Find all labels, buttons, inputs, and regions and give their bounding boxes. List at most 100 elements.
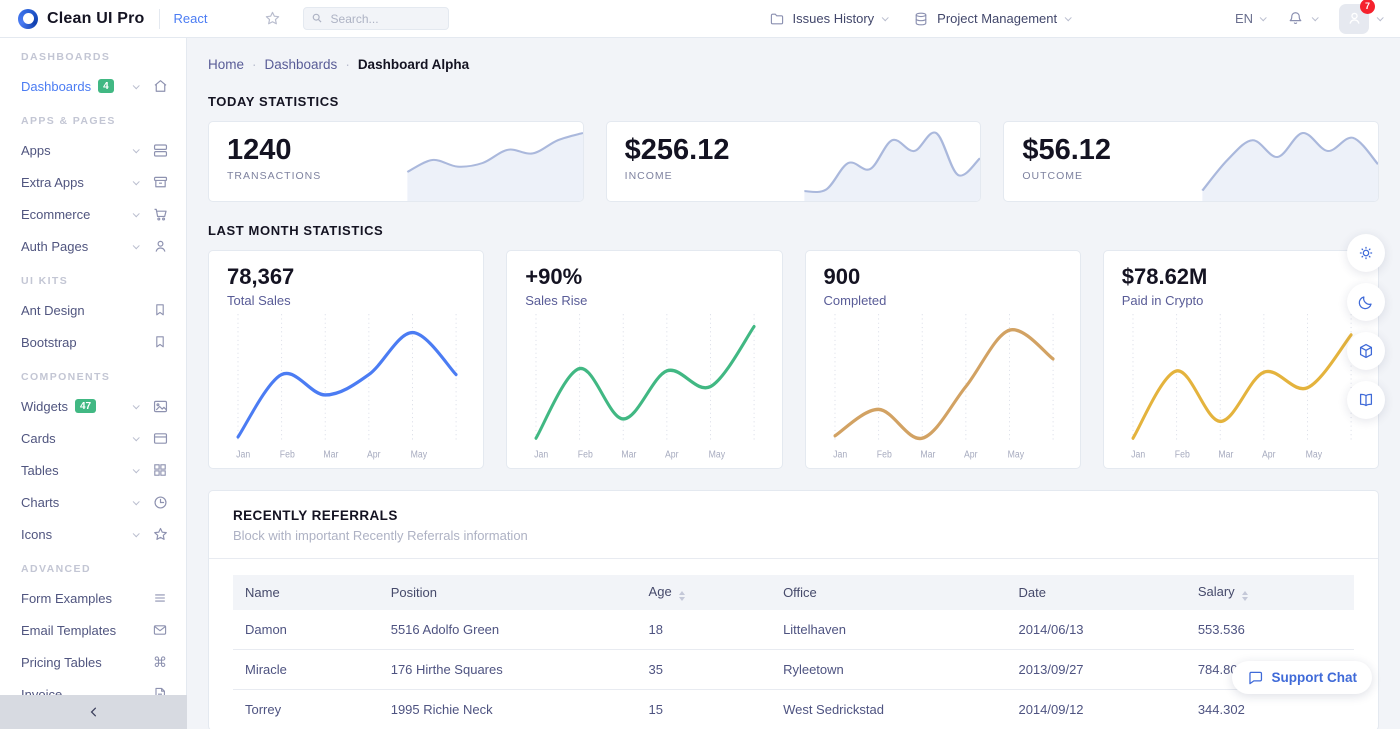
grid-icon	[151, 462, 169, 478]
column-header-salary[interactable]: Salary	[1185, 575, 1354, 610]
sidebar-item-extra-apps[interactable]: Extra Apps	[0, 166, 186, 198]
chevron-down-icon	[1259, 14, 1267, 22]
today-stats-row: 1240 TRANSACTIONS $256.12 INCOME $56.12 …	[208, 121, 1379, 202]
paid-in-crypto-chart: Jan Feb Mar Apr May	[1131, 314, 1353, 461]
mail-icon	[151, 622, 169, 638]
table-row: Damon 5516 Adolfo Green 18 Littelhaven 2…	[233, 610, 1354, 650]
sidebar-item-apps[interactable]: Apps	[0, 134, 186, 166]
divider	[209, 558, 1378, 559]
user-icon	[151, 238, 169, 255]
sidebar-item-widgets[interactable]: Widgets 47	[0, 390, 186, 422]
home-icon	[151, 78, 169, 95]
menu-project-management[interactable]: Project Management	[913, 11, 1072, 27]
cart-icon	[151, 206, 169, 223]
stat-card-transactions: 1240 TRANSACTIONS	[208, 121, 584, 202]
logo-text: Clean UI Pro	[47, 9, 145, 27]
sidebar-collapse-button[interactable]	[0, 695, 187, 729]
components-button[interactable]	[1347, 332, 1385, 370]
sidebar-item-ant-design[interactable]: Ant Design	[0, 294, 186, 326]
chart-label: Completed	[823, 293, 887, 308]
credit-card-icon	[151, 430, 169, 447]
sidebar-item-label: Widgets	[21, 398, 68, 414]
breadcrumb-home[interactable]: Home	[208, 57, 245, 72]
database-icon	[915, 12, 927, 25]
search-input[interactable]	[302, 7, 449, 30]
cell-office: Ryleetown	[771, 649, 1007, 690]
breadcrumb-dashboards[interactable]: Dashboards	[264, 57, 338, 72]
stat-value: 1240	[227, 134, 292, 166]
chart-headline: 900	[823, 264, 861, 289]
notifications-button[interactable]	[1287, 10, 1319, 27]
sidebar-section-header: DASHBOARDS	[21, 51, 111, 63]
table-row: Torrey 1995 Richie Neck 15 West Sedricks…	[233, 689, 1354, 729]
sidebar-item-dashboards[interactable]: Dashboards 4	[0, 70, 186, 102]
menu-lines-icon	[151, 590, 169, 606]
notification-badge: 7	[1360, 0, 1375, 14]
pie-chart-icon	[151, 494, 169, 511]
book-icon	[1359, 393, 1373, 407]
referrals-title: RECENTLY REFERRALS	[233, 508, 398, 523]
sidebar-item-form-examples[interactable]: Form Examples	[0, 582, 186, 614]
sidebar-item-charts[interactable]: Charts	[0, 486, 186, 518]
income-sparkline	[804, 131, 981, 201]
chevron-left-icon	[90, 707, 96, 717]
cell-position: 176 Hirthe Squares	[378, 649, 637, 690]
sidebar-item-bootstrap[interactable]: Bootstrap	[0, 326, 186, 358]
chevron-down-icon	[132, 241, 140, 249]
svg-text:May: May	[411, 449, 428, 461]
sidebar-item-label: Auth Pages	[21, 238, 89, 254]
sidebar-section-header: UI KITS	[21, 275, 69, 287]
sidebar-item-icons[interactable]: Icons	[0, 518, 186, 550]
sidebar-item-label: Form Examples	[21, 590, 113, 606]
language-label: EN	[1234, 11, 1253, 26]
sidebar-item-tables[interactable]: Tables	[0, 454, 186, 486]
svg-text:May: May	[709, 449, 726, 461]
sidebar-item-cards[interactable]: Cards	[0, 422, 186, 454]
svg-text:Apr: Apr	[1262, 449, 1276, 461]
sidebar-item-email-templates[interactable]: Email Templates	[0, 614, 186, 646]
sidebar-item-auth-pages[interactable]: Auth Pages	[0, 230, 186, 262]
referrals-subtitle: Block with important Recently Referrals …	[233, 528, 528, 543]
main-content: Home · Dashboards · Dashboard Alpha TODA…	[187, 38, 1400, 729]
menu-issues-history[interactable]: Issues History	[769, 11, 889, 27]
chevron-down-icon	[881, 14, 889, 22]
sidebar-item-label: Icons	[21, 526, 53, 542]
sidebar-item-ecommerce[interactable]: Ecommerce	[0, 198, 186, 230]
sidebar-item-pricing-tables[interactable]: Pricing Tables ⌘	[0, 646, 186, 678]
svg-text:Mar: Mar	[1218, 449, 1233, 461]
cell-name: Damon	[233, 610, 379, 650]
sort-icon[interactable]	[678, 591, 685, 601]
count-badge: 4	[98, 79, 114, 93]
chevron-down-icon	[1064, 14, 1072, 22]
language-selector[interactable]: EN	[1234, 11, 1267, 26]
gear-icon	[1359, 246, 1373, 260]
svg-text:Mar: Mar	[622, 449, 637, 461]
column-header-age[interactable]: Age	[636, 575, 772, 610]
svg-text:Jan: Jan	[534, 449, 548, 461]
sort-icon[interactable]	[1241, 591, 1248, 601]
column-header-office: Office	[771, 575, 1007, 610]
sidebar: DASHBOARDS Dashboards 4 APPS & PAGES App…	[0, 38, 187, 729]
edition-label[interactable]: React	[173, 11, 208, 26]
chevron-down-icon	[132, 177, 140, 185]
documentation-button[interactable]	[1347, 381, 1385, 419]
sidebar-item-label: Apps	[21, 142, 51, 158]
chevron-down-icon	[132, 433, 140, 441]
divider	[158, 8, 160, 29]
chart-card-completed: 900 Completed Jan Feb Mar Apr May	[804, 250, 1081, 469]
logo[interactable]: Clean UI Pro	[18, 8, 145, 29]
cell-office: Littelhaven	[771, 610, 1007, 650]
svg-text:Mar: Mar	[323, 449, 338, 461]
bookmark-icon	[151, 334, 169, 350]
favorites-star-icon[interactable]	[264, 10, 281, 27]
cell-name: Torrey	[233, 689, 379, 729]
chevron-down-icon	[132, 497, 140, 505]
search-box[interactable]	[302, 7, 449, 30]
user-menu[interactable]: 7	[1339, 0, 1384, 34]
settings-button[interactable]	[1347, 234, 1385, 272]
support-chat-button[interactable]: Support Chat	[1231, 661, 1372, 694]
svg-text:Feb: Feb	[1175, 449, 1190, 461]
chevron-down-icon	[132, 209, 140, 217]
dark-mode-button[interactable]	[1347, 283, 1385, 321]
search-icon	[312, 13, 322, 23]
